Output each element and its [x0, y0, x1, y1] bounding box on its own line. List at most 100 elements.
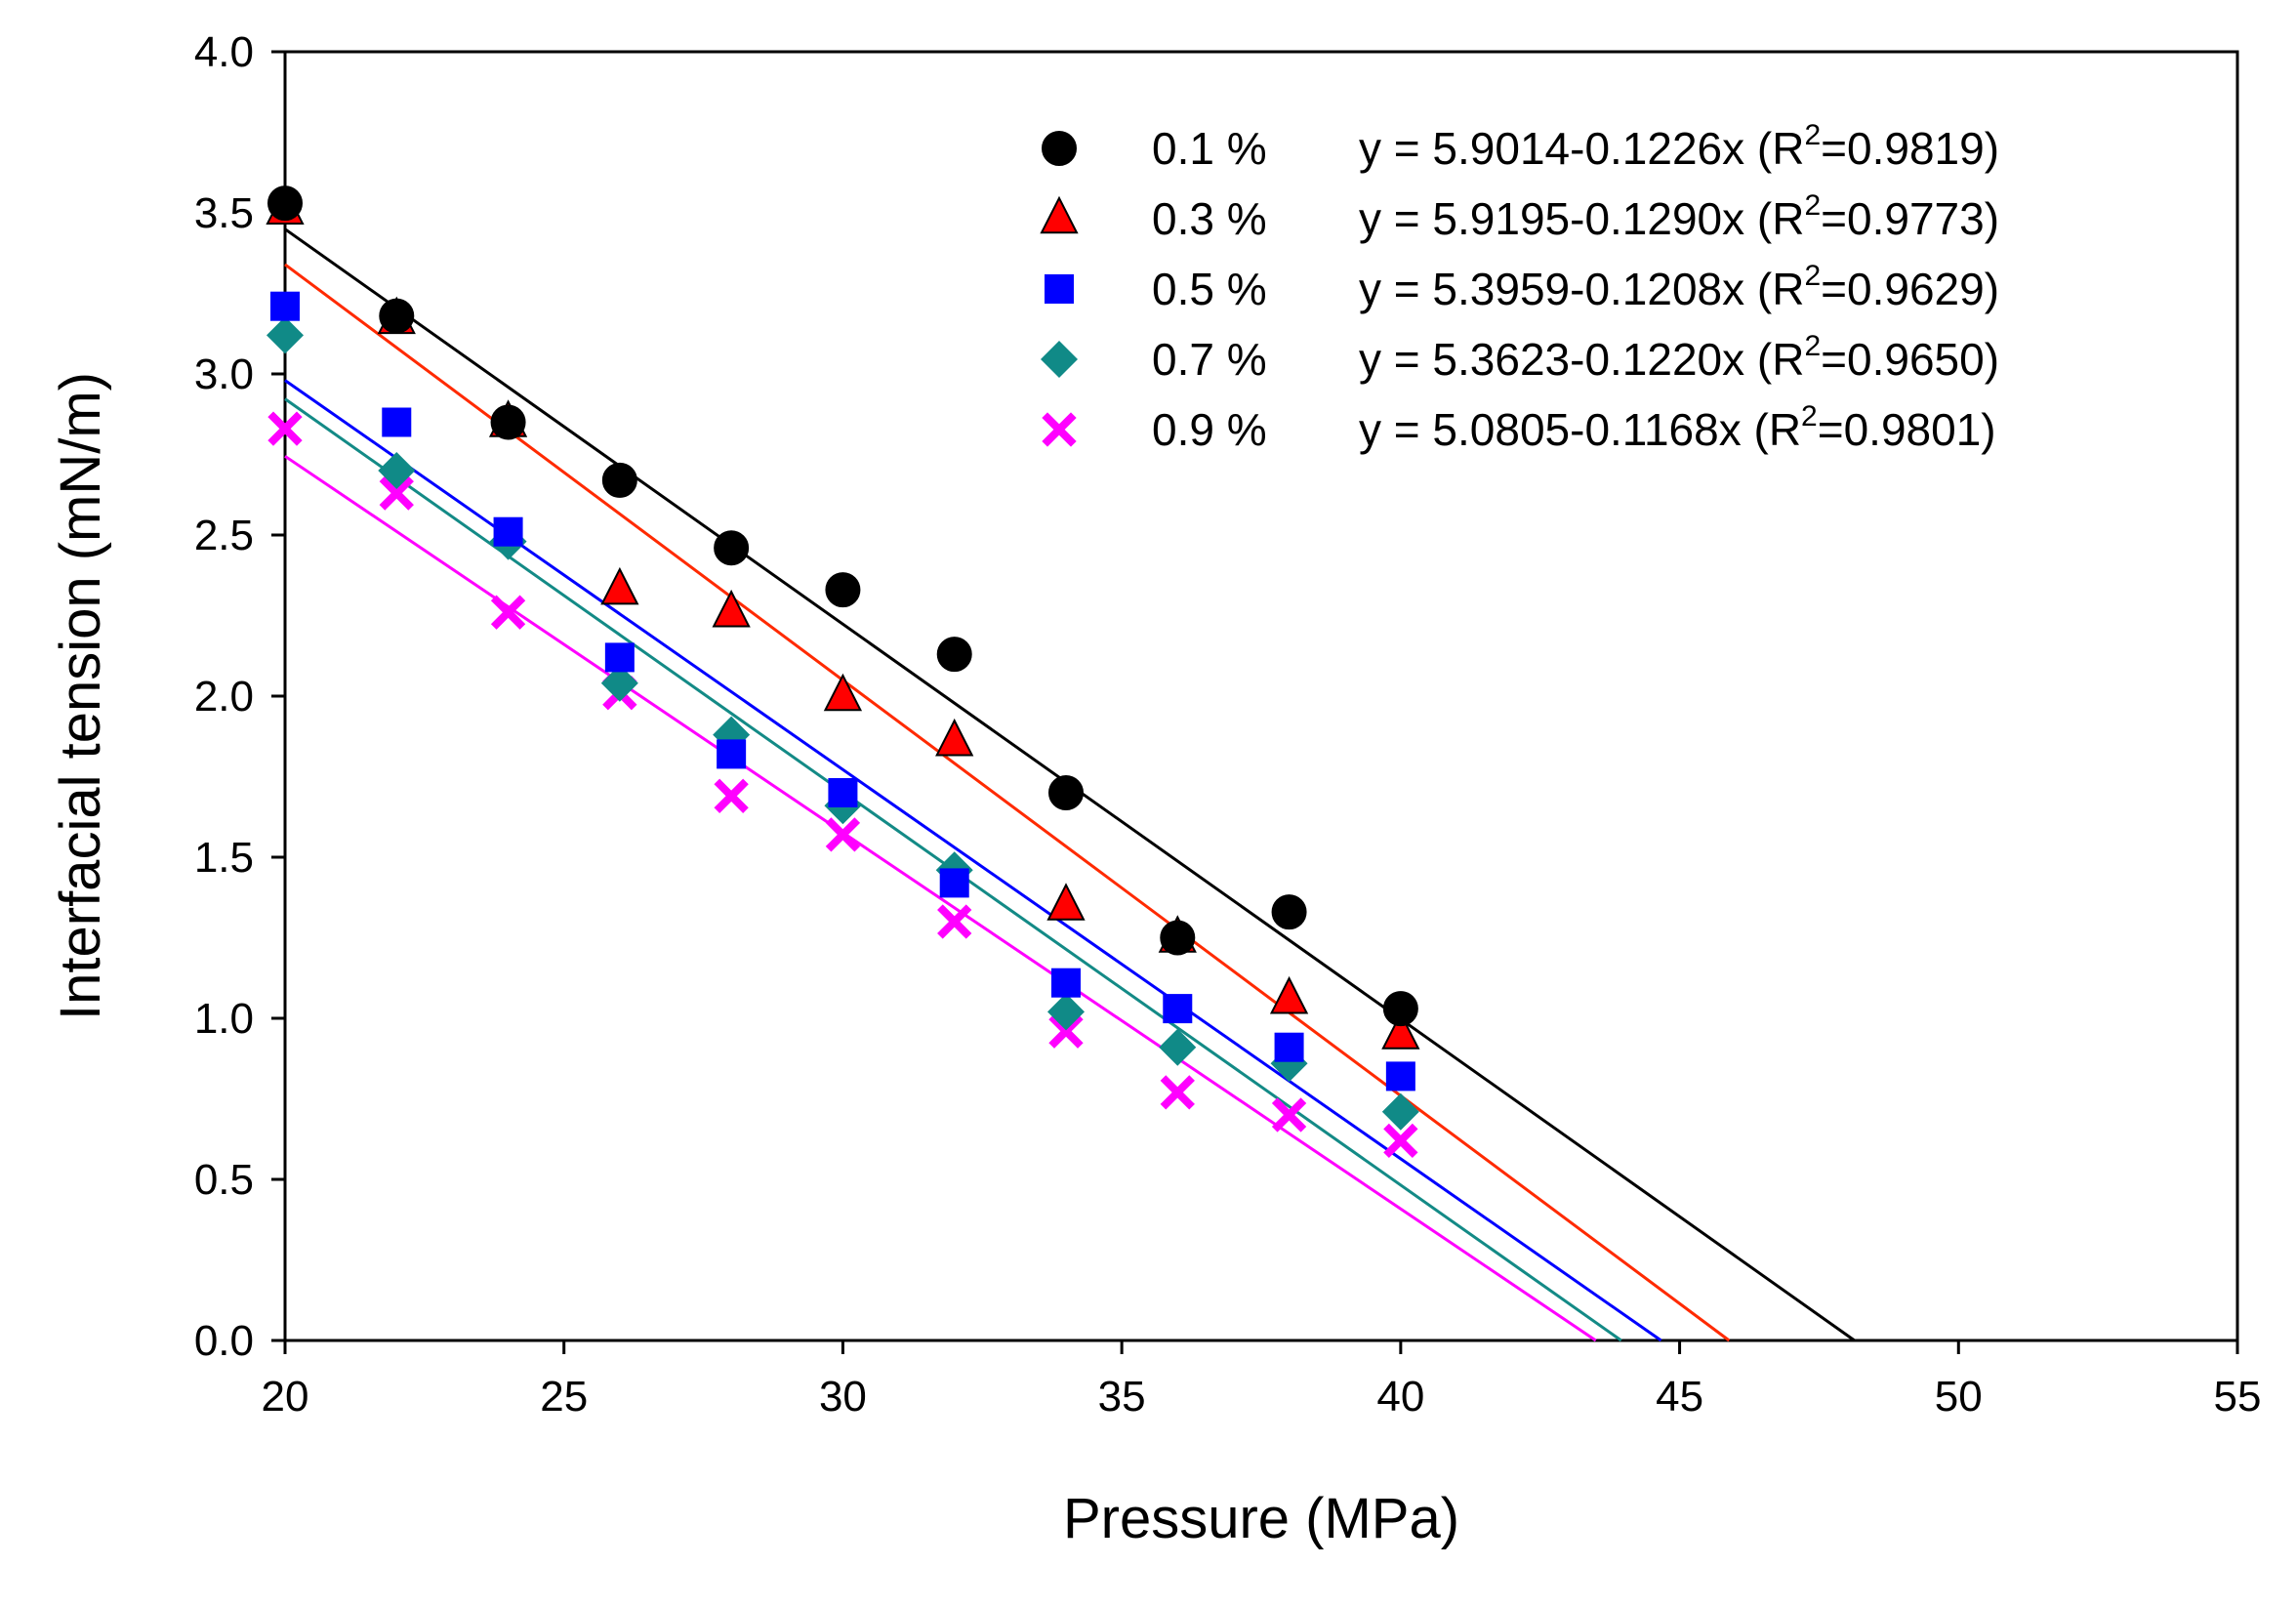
legend-equation-5: y = 5.0805-0.1168x (R2=0.9801) [1359, 400, 1996, 455]
point-series-2 [1381, 1011, 1420, 1050]
legend-equation-2: y = 5.9195-0.1290x (R2=0.9773) [1359, 189, 1999, 244]
point-series-1 [601, 462, 637, 498]
point-series-5 [1048, 1013, 1084, 1049]
legend-equation-4: y = 5.3623-0.1220x (R2=0.9650) [1359, 330, 1999, 385]
point-series-2 [823, 673, 863, 712]
legend-label-1: 0.1 % [1152, 123, 1267, 174]
equation-r2: =0.9773) [1821, 193, 1999, 244]
point-series-2 [600, 566, 639, 605]
point-series-1 [936, 637, 972, 673]
point-series-3 [828, 778, 858, 807]
legend-label-4: 0.7 % [1152, 334, 1267, 385]
point-series-3 [270, 291, 300, 321]
point-series-1 [267, 185, 303, 222]
equation-main: y = 5.9014-0.1226x (R [1359, 123, 1804, 174]
point-series-4 [266, 316, 304, 354]
equation-r2: =0.9801) [1818, 404, 1996, 455]
y-tick-label: 0.0 [194, 1317, 254, 1365]
legend-marker-4 [1041, 341, 1078, 378]
point-series-5 [1383, 1123, 1418, 1159]
equation-r2: =0.9819) [1821, 123, 1999, 174]
fit-line-5 [284, 455, 1597, 1342]
point-series-3 [717, 739, 747, 769]
legend-marker-1 [1042, 131, 1077, 166]
legend-marker-5 [1042, 412, 1077, 447]
x-tick-label: 30 [819, 1373, 867, 1421]
y-tick-label: 4.0 [194, 28, 254, 76]
point-series-3 [1163, 994, 1193, 1024]
x-tick-label: 50 [1935, 1373, 1983, 1421]
point-series-5 [490, 595, 526, 630]
x-tick-label: 25 [540, 1373, 588, 1421]
point-series-5 [937, 904, 972, 939]
point-series-1 [1271, 894, 1307, 930]
point-series-4 [600, 664, 638, 702]
legend-marker-2 [1040, 195, 1079, 234]
point-series-3 [1274, 1032, 1304, 1062]
legend-label-5: 0.9 % [1152, 404, 1267, 455]
x-axis-title: Pressure (MPa) [1063, 1487, 1459, 1550]
point-series-5 [1160, 1075, 1195, 1110]
x-tick-label: 35 [1098, 1373, 1146, 1421]
equation-superscript: 2 [1804, 260, 1821, 292]
legend-marker-3 [1045, 274, 1074, 304]
point-series-3 [493, 516, 523, 547]
plot-frame [283, 50, 2239, 1342]
equation-main: y = 5.9195-0.1290x (R [1359, 193, 1804, 244]
equation-superscript: 2 [1801, 400, 1818, 433]
point-series-4 [1047, 993, 1085, 1031]
y-tick-label: 1.5 [194, 834, 254, 882]
point-series-5 [379, 475, 414, 511]
equation-r2: =0.9629) [1821, 264, 1999, 314]
equation-main: y = 5.0805-0.1168x (R [1359, 404, 1801, 455]
x-tick-label: 20 [262, 1373, 309, 1421]
point-series-2 [935, 718, 974, 757]
point-series-2 [1269, 975, 1309, 1014]
fit-line-2 [284, 263, 1731, 1342]
y-tick-label: 1.0 [194, 995, 254, 1043]
equation-superscript: 2 [1804, 330, 1821, 362]
legend-equation-1: y = 5.9014-0.1226x (R2=0.9819) [1359, 119, 1999, 174]
point-series-5 [714, 778, 749, 813]
point-series-1 [1382, 991, 1418, 1027]
equation-main: y = 5.3623-0.1220x (R [1359, 334, 1804, 385]
point-series-3 [382, 407, 412, 437]
equation-main: y = 5.3959-0.1208x (R [1359, 264, 1804, 314]
y-tick-label: 0.5 [194, 1156, 254, 1204]
legend: 0.1 % y = 5.9014-0.1226x (R2=0.9819)0.3 %… [1040, 119, 1999, 455]
y-tick-label: 3.0 [194, 350, 254, 398]
legend-label-3: 0.5 % [1152, 264, 1267, 314]
point-series-2 [712, 589, 751, 628]
point-series-5 [825, 817, 861, 852]
x-tick-label: 55 [2214, 1373, 2262, 1421]
point-series-1 [825, 572, 861, 608]
x-tick-label: 40 [1376, 1373, 1424, 1421]
point-series-4 [378, 452, 416, 489]
equation-superscript: 2 [1804, 119, 1821, 151]
point-series-1 [1048, 775, 1084, 810]
y-tick-label: 3.5 [194, 189, 254, 237]
legend-label-2: 0.3 % [1152, 193, 1267, 244]
point-series-3 [604, 642, 635, 673]
y-tick-label: 2.0 [194, 673, 254, 721]
point-series-1 [714, 530, 750, 566]
point-series-5 [1271, 1097, 1307, 1133]
point-series-2 [1046, 883, 1086, 921]
data-markers [266, 185, 1420, 1159]
x-tick-label: 45 [1656, 1373, 1703, 1421]
point-series-3 [1051, 968, 1081, 998]
legend-equation-3: y = 5.3959-0.1208x (R2=0.9629) [1359, 260, 1999, 314]
axis-ticks: 20 25 30 35 40 45 50 55 0.0 0.5 1.0 1.5 2.0 2.5 3.0 3.5… [194, 28, 2262, 1421]
point-series-3 [939, 868, 969, 898]
point-series-1 [490, 404, 526, 440]
point-series-5 [267, 411, 303, 446]
point-series-1 [379, 298, 415, 334]
y-axis-title: Interfacial tension (mN/m) [49, 372, 112, 1020]
point-series-3 [1385, 1061, 1415, 1092]
point-series-4 [1159, 1028, 1197, 1066]
equation-superscript: 2 [1804, 189, 1821, 222]
equation-r2: =0.9650) [1821, 334, 1999, 385]
point-series-1 [1160, 920, 1196, 956]
y-tick-label: 2.5 [194, 512, 254, 559]
